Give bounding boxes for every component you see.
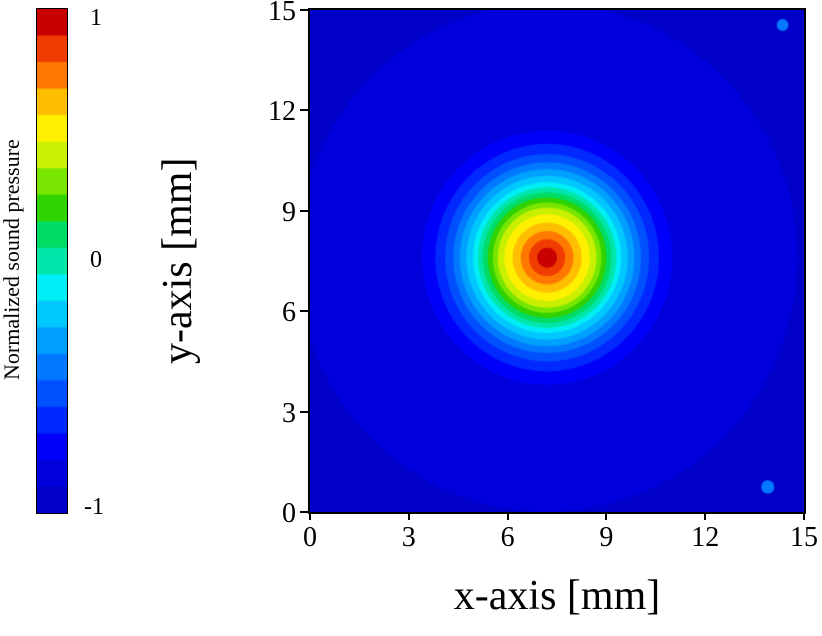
x-tick-mark — [704, 512, 707, 520]
x-tick-label: 12 — [691, 522, 720, 553]
y-tick-mark — [300, 109, 308, 112]
y-tick-label: 6 — [282, 297, 296, 329]
x-tick-label: 0 — [303, 522, 317, 553]
x-tick-label: 6 — [500, 522, 515, 553]
y-tick-mark — [300, 410, 308, 413]
colorbar-gradient — [36, 8, 68, 514]
x-tick-label: 15 — [790, 522, 818, 553]
x-tick-mark — [506, 512, 509, 520]
y-tick-label: 0 — [282, 498, 296, 529]
colorbar-label: Normalized sound pressure — [0, 139, 24, 381]
heatmap-canvas — [310, 10, 804, 512]
y-tick-mark — [300, 209, 308, 212]
y-tick-label: 3 — [282, 397, 296, 429]
x-tick-label: 3 — [401, 522, 416, 553]
y-tick-label: 12 — [268, 96, 296, 128]
y-tick-mark — [300, 511, 308, 513]
colorbar-tick-min: -1 — [84, 494, 104, 520]
x-tick-mark — [309, 512, 311, 520]
y-tick-mark — [300, 9, 308, 11]
x-tick-mark — [407, 512, 410, 520]
plot-area — [308, 8, 806, 514]
y-tick-mark — [300, 310, 308, 313]
colorbar-tick-zero: 0 — [90, 247, 102, 273]
y-tick-label: 15 — [268, 0, 296, 27]
colorbar-tick-max: 1 — [90, 5, 102, 31]
x-axis-label: x-axis [mm] — [453, 573, 661, 619]
y-axis-label: y-axis [mm] — [155, 157, 201, 365]
x-tick-mark — [605, 512, 608, 520]
x-tick-mark — [803, 512, 805, 520]
x-tick-label: 9 — [599, 522, 614, 553]
y-tick-label: 9 — [282, 196, 296, 228]
